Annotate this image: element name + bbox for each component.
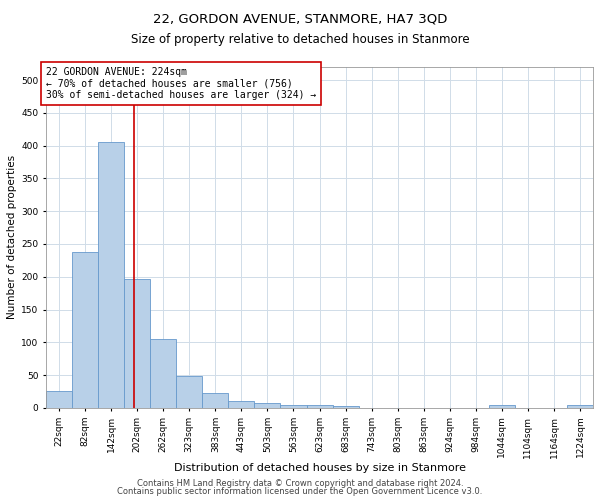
Y-axis label: Number of detached properties: Number of detached properties	[7, 156, 17, 320]
Bar	[307, 404, 332, 408]
Bar	[280, 404, 307, 408]
Bar	[489, 405, 515, 408]
Bar	[46, 392, 72, 408]
Text: Contains public sector information licensed under the Open Government Licence v3: Contains public sector information licen…	[118, 487, 482, 496]
Bar	[229, 400, 254, 408]
Text: Contains HM Land Registry data © Crown copyright and database right 2024.: Contains HM Land Registry data © Crown c…	[137, 478, 463, 488]
Bar	[176, 376, 202, 408]
Text: 22, GORDON AVENUE, STANMORE, HA7 3QD: 22, GORDON AVENUE, STANMORE, HA7 3QD	[153, 12, 447, 26]
Bar	[124, 278, 150, 408]
Text: 22 GORDON AVENUE: 224sqm
← 70% of detached houses are smaller (756)
30% of semi-: 22 GORDON AVENUE: 224sqm ← 70% of detach…	[46, 67, 316, 100]
Bar	[72, 252, 98, 408]
Bar	[202, 393, 229, 408]
Bar	[98, 142, 124, 408]
X-axis label: Distribution of detached houses by size in Stanmore: Distribution of detached houses by size …	[173, 463, 466, 473]
Bar	[150, 339, 176, 408]
Bar	[332, 406, 359, 408]
Text: Size of property relative to detached houses in Stanmore: Size of property relative to detached ho…	[131, 32, 469, 46]
Bar	[254, 404, 280, 408]
Bar	[567, 405, 593, 408]
